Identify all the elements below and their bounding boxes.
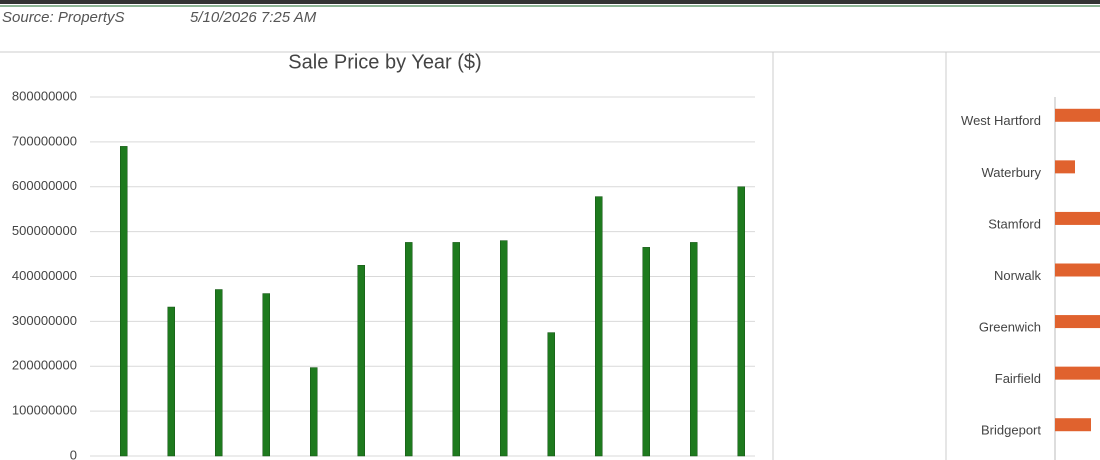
bar [1055,160,1075,174]
source-text: Source: PropertyS [2,9,125,26]
bar [452,242,460,457]
bar [595,196,603,457]
y-tick-label: Norwalk [994,268,1041,283]
bar [642,247,650,457]
y-tick-label: 200000000 [12,358,77,373]
bar [215,289,223,457]
bar [1055,315,1100,329]
bar [1055,366,1100,380]
y-tick-label: 700000000 [12,133,77,148]
bar [547,332,555,457]
y-tick-label: Fairfield [995,371,1041,386]
bar [167,306,175,457]
bar [310,367,318,457]
bar [1055,211,1100,225]
y-tick-label: 800000000 [12,88,77,103]
y-tick-label: 500000000 [12,223,77,238]
bar [737,186,745,457]
chart-title: Sale Price by Year ($) [288,51,481,73]
bar [500,240,508,457]
y-tick-label: Waterbury [982,165,1042,180]
y-tick-label: 100000000 [12,403,77,418]
y-tick-label: West Hartford [961,113,1041,128]
y-tick-label: 400000000 [12,268,77,283]
bar [120,146,128,457]
y-tick-label: 300000000 [12,313,77,328]
bar [357,265,365,457]
y-tick-label: 0 [70,447,77,460]
bar [405,242,413,457]
bar [262,293,270,457]
timestamp: 5/10/2026 7:25 AM [190,9,317,26]
bar [1055,263,1100,277]
bar [690,242,698,457]
y-tick-label: 600000000 [12,178,77,193]
y-tick-label: Stamford [988,216,1041,231]
y-tick-label: Bridgeport [981,423,1041,438]
top-border [0,0,1100,4]
y-tick-label: Greenwich [979,320,1041,335]
bar [1055,108,1100,122]
bar [1055,418,1091,432]
